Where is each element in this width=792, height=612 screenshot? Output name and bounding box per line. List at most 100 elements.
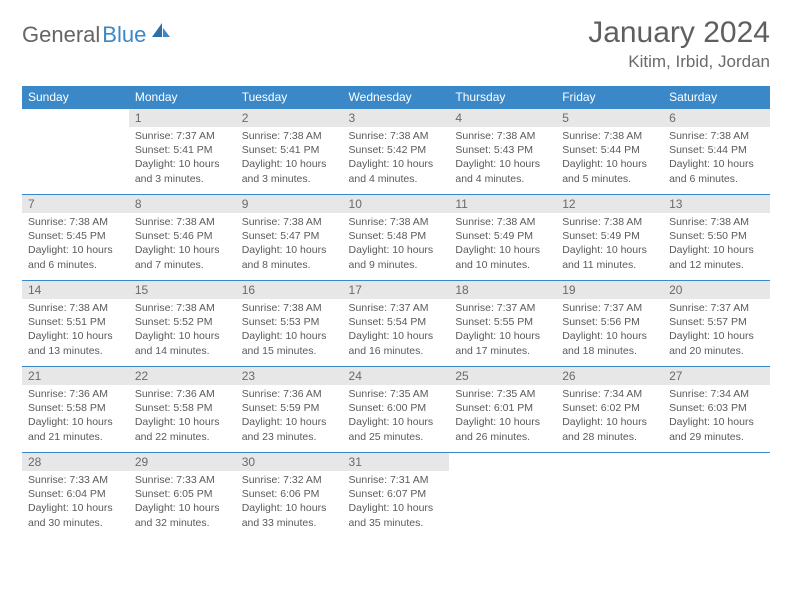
day-number: 18 — [449, 281, 556, 299]
day-details: Sunrise: 7:37 AMSunset: 5:56 PMDaylight:… — [556, 299, 663, 362]
day-details: Sunrise: 7:38 AMSunset: 5:47 PMDaylight:… — [236, 213, 343, 276]
day-details: Sunrise: 7:38 AMSunset: 5:49 PMDaylight:… — [449, 213, 556, 276]
day-number: 12 — [556, 195, 663, 213]
calendar-cell — [556, 453, 663, 539]
calendar-row: 14Sunrise: 7:38 AMSunset: 5:51 PMDayligh… — [22, 281, 770, 367]
calendar-cell: 6Sunrise: 7:38 AMSunset: 5:44 PMDaylight… — [663, 109, 770, 195]
day-number: 15 — [129, 281, 236, 299]
day-details: Sunrise: 7:38 AMSunset: 5:45 PMDaylight:… — [22, 213, 129, 276]
day-number: 22 — [129, 367, 236, 385]
day-number: 26 — [556, 367, 663, 385]
day-number: 24 — [343, 367, 450, 385]
day-details: Sunrise: 7:35 AMSunset: 6:00 PMDaylight:… — [343, 385, 450, 448]
calendar-cell: 11Sunrise: 7:38 AMSunset: 5:49 PMDayligh… — [449, 195, 556, 281]
header: GeneralBlue January 2024 Kitim, Irbid, J… — [22, 16, 770, 72]
day-details: Sunrise: 7:38 AMSunset: 5:53 PMDaylight:… — [236, 299, 343, 362]
calendar-cell: 28Sunrise: 7:33 AMSunset: 6:04 PMDayligh… — [22, 453, 129, 539]
calendar-cell: 4Sunrise: 7:38 AMSunset: 5:43 PMDaylight… — [449, 109, 556, 195]
day-details: Sunrise: 7:33 AMSunset: 6:05 PMDaylight:… — [129, 471, 236, 534]
day-details: Sunrise: 7:37 AMSunset: 5:41 PMDaylight:… — [129, 127, 236, 190]
calendar-cell: 15Sunrise: 7:38 AMSunset: 5:52 PMDayligh… — [129, 281, 236, 367]
day-details: Sunrise: 7:33 AMSunset: 6:04 PMDaylight:… — [22, 471, 129, 534]
weekday-header: Friday — [556, 86, 663, 109]
calendar-cell: 24Sunrise: 7:35 AMSunset: 6:00 PMDayligh… — [343, 367, 450, 453]
day-details: Sunrise: 7:35 AMSunset: 6:01 PMDaylight:… — [449, 385, 556, 448]
day-details: Sunrise: 7:38 AMSunset: 5:42 PMDaylight:… — [343, 127, 450, 190]
calendar-table: SundayMondayTuesdayWednesdayThursdayFrid… — [22, 86, 770, 539]
day-details: Sunrise: 7:38 AMSunset: 5:44 PMDaylight:… — [556, 127, 663, 190]
calendar-cell: 31Sunrise: 7:31 AMSunset: 6:07 PMDayligh… — [343, 453, 450, 539]
day-number: 16 — [236, 281, 343, 299]
calendar-cell: 26Sunrise: 7:34 AMSunset: 6:02 PMDayligh… — [556, 367, 663, 453]
calendar-cell: 3Sunrise: 7:38 AMSunset: 5:42 PMDaylight… — [343, 109, 450, 195]
calendar-cell: 25Sunrise: 7:35 AMSunset: 6:01 PMDayligh… — [449, 367, 556, 453]
calendar-cell — [22, 109, 129, 195]
day-details: Sunrise: 7:34 AMSunset: 6:02 PMDaylight:… — [556, 385, 663, 448]
day-details: Sunrise: 7:38 AMSunset: 5:48 PMDaylight:… — [343, 213, 450, 276]
weekday-header: Thursday — [449, 86, 556, 109]
weekday-header: Sunday — [22, 86, 129, 109]
day-number: 10 — [343, 195, 450, 213]
calendar-cell: 18Sunrise: 7:37 AMSunset: 5:55 PMDayligh… — [449, 281, 556, 367]
calendar-cell — [663, 453, 770, 539]
weekday-header: Saturday — [663, 86, 770, 109]
calendar-cell: 7Sunrise: 7:38 AMSunset: 5:45 PMDaylight… — [22, 195, 129, 281]
calendar-cell: 27Sunrise: 7:34 AMSunset: 6:03 PMDayligh… — [663, 367, 770, 453]
calendar-cell: 12Sunrise: 7:38 AMSunset: 5:49 PMDayligh… — [556, 195, 663, 281]
calendar-cell: 1Sunrise: 7:37 AMSunset: 5:41 PMDaylight… — [129, 109, 236, 195]
calendar-row: 7Sunrise: 7:38 AMSunset: 5:45 PMDaylight… — [22, 195, 770, 281]
calendar-cell: 20Sunrise: 7:37 AMSunset: 5:57 PMDayligh… — [663, 281, 770, 367]
logo: GeneralBlue — [22, 16, 172, 48]
calendar-cell: 23Sunrise: 7:36 AMSunset: 5:59 PMDayligh… — [236, 367, 343, 453]
day-number: 3 — [343, 109, 450, 127]
day-details: Sunrise: 7:38 AMSunset: 5:51 PMDaylight:… — [22, 299, 129, 362]
weekday-header: Tuesday — [236, 86, 343, 109]
location: Kitim, Irbid, Jordan — [588, 52, 770, 72]
title-block: January 2024 Kitim, Irbid, Jordan — [588, 16, 770, 72]
day-number: 19 — [556, 281, 663, 299]
day-number: 8 — [129, 195, 236, 213]
day-details: Sunrise: 7:32 AMSunset: 6:06 PMDaylight:… — [236, 471, 343, 534]
calendar-cell: 16Sunrise: 7:38 AMSunset: 5:53 PMDayligh… — [236, 281, 343, 367]
day-details: Sunrise: 7:37 AMSunset: 5:54 PMDaylight:… — [343, 299, 450, 362]
day-number: 7 — [22, 195, 129, 213]
day-number: 9 — [236, 195, 343, 213]
calendar-cell: 17Sunrise: 7:37 AMSunset: 5:54 PMDayligh… — [343, 281, 450, 367]
day-number: 20 — [663, 281, 770, 299]
day-number: 28 — [22, 453, 129, 471]
day-number: 6 — [663, 109, 770, 127]
day-number: 5 — [556, 109, 663, 127]
calendar-cell: 19Sunrise: 7:37 AMSunset: 5:56 PMDayligh… — [556, 281, 663, 367]
day-number: 4 — [449, 109, 556, 127]
calendar-head: SundayMondayTuesdayWednesdayThursdayFrid… — [22, 86, 770, 109]
day-number: 25 — [449, 367, 556, 385]
day-details: Sunrise: 7:38 AMSunset: 5:52 PMDaylight:… — [129, 299, 236, 362]
day-details: Sunrise: 7:36 AMSunset: 5:59 PMDaylight:… — [236, 385, 343, 448]
day-number: 2 — [236, 109, 343, 127]
sail-icon — [150, 21, 172, 44]
day-number: 30 — [236, 453, 343, 471]
calendar-cell: 10Sunrise: 7:38 AMSunset: 5:48 PMDayligh… — [343, 195, 450, 281]
calendar-cell: 21Sunrise: 7:36 AMSunset: 5:58 PMDayligh… — [22, 367, 129, 453]
calendar-body: 1Sunrise: 7:37 AMSunset: 5:41 PMDaylight… — [22, 109, 770, 539]
weekday-header: Wednesday — [343, 86, 450, 109]
calendar-cell: 9Sunrise: 7:38 AMSunset: 5:47 PMDaylight… — [236, 195, 343, 281]
calendar-cell: 22Sunrise: 7:36 AMSunset: 5:58 PMDayligh… — [129, 367, 236, 453]
day-details: Sunrise: 7:36 AMSunset: 5:58 PMDaylight:… — [129, 385, 236, 448]
day-number: 31 — [343, 453, 450, 471]
calendar-row: 1Sunrise: 7:37 AMSunset: 5:41 PMDaylight… — [22, 109, 770, 195]
calendar-cell: 30Sunrise: 7:32 AMSunset: 6:06 PMDayligh… — [236, 453, 343, 539]
day-number: 11 — [449, 195, 556, 213]
day-details: Sunrise: 7:34 AMSunset: 6:03 PMDaylight:… — [663, 385, 770, 448]
day-details: Sunrise: 7:38 AMSunset: 5:41 PMDaylight:… — [236, 127, 343, 190]
calendar-cell: 8Sunrise: 7:38 AMSunset: 5:46 PMDaylight… — [129, 195, 236, 281]
day-details: Sunrise: 7:38 AMSunset: 5:43 PMDaylight:… — [449, 127, 556, 190]
day-number: 13 — [663, 195, 770, 213]
calendar-cell: 29Sunrise: 7:33 AMSunset: 6:05 PMDayligh… — [129, 453, 236, 539]
day-details: Sunrise: 7:37 AMSunset: 5:55 PMDaylight:… — [449, 299, 556, 362]
day-number: 29 — [129, 453, 236, 471]
day-number: 23 — [236, 367, 343, 385]
logo-text-gray: General — [22, 22, 100, 48]
day-number: 21 — [22, 367, 129, 385]
day-details: Sunrise: 7:31 AMSunset: 6:07 PMDaylight:… — [343, 471, 450, 534]
